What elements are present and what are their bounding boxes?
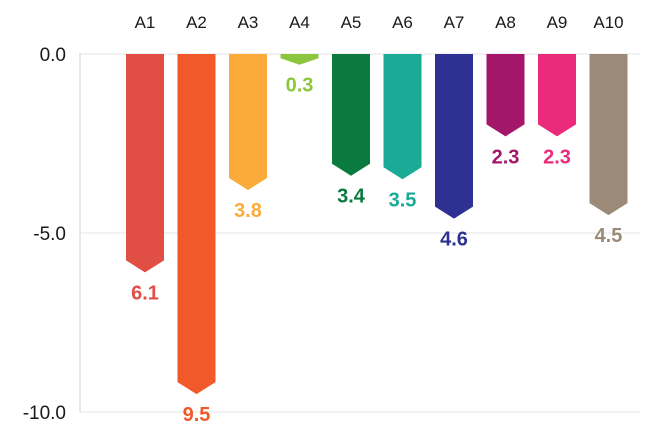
bar: [538, 54, 576, 137]
category-label: A8: [495, 13, 516, 32]
y-tick-label: 0.0: [40, 45, 66, 66]
data-label: 2.3: [543, 146, 571, 168]
bar: [332, 54, 370, 176]
y-tick-label: -10.0: [23, 403, 66, 424]
data-label: 3.8: [234, 200, 262, 222]
category-label: A6: [392, 13, 413, 32]
category-label: A10: [593, 13, 623, 32]
data-label: 3.4: [337, 186, 366, 208]
category-label: A3: [238, 13, 259, 32]
bar: [280, 54, 319, 65]
bar: [486, 54, 525, 137]
y-tick-labels: 0.0 -5.0 -10.0: [23, 45, 66, 424]
data-label: 4.6: [440, 229, 468, 251]
category-label: A1: [135, 13, 156, 32]
data-label: 9.5: [183, 404, 211, 426]
bar: [229, 54, 267, 191]
data-label: 3.5: [389, 189, 417, 211]
data-label: 2.3: [492, 146, 520, 168]
category-label: A2: [186, 13, 207, 32]
y-tick-label: -5.0: [33, 224, 66, 245]
bar: [589, 54, 628, 216]
category-label: A4: [289, 13, 310, 32]
bar: [435, 54, 473, 219]
value-labels: 6.1 9.5 3.8 0.3 3.4 3.5 4.6 2.3 2.3 4.5: [131, 75, 622, 426]
category-label: A5: [341, 13, 362, 32]
category-label: A7: [444, 13, 465, 32]
bar: [177, 54, 216, 395]
data-label: 4.5: [595, 225, 623, 247]
category-labels: A1 A2 A3 A4 A5 A6 A7 A8 A9 A10: [135, 13, 624, 32]
bars: [126, 54, 628, 395]
bar: [383, 54, 422, 180]
data-label: 0.3: [286, 75, 314, 97]
bar: [126, 54, 164, 273]
data-label: 6.1: [131, 282, 159, 304]
category-label: A9: [547, 13, 568, 32]
